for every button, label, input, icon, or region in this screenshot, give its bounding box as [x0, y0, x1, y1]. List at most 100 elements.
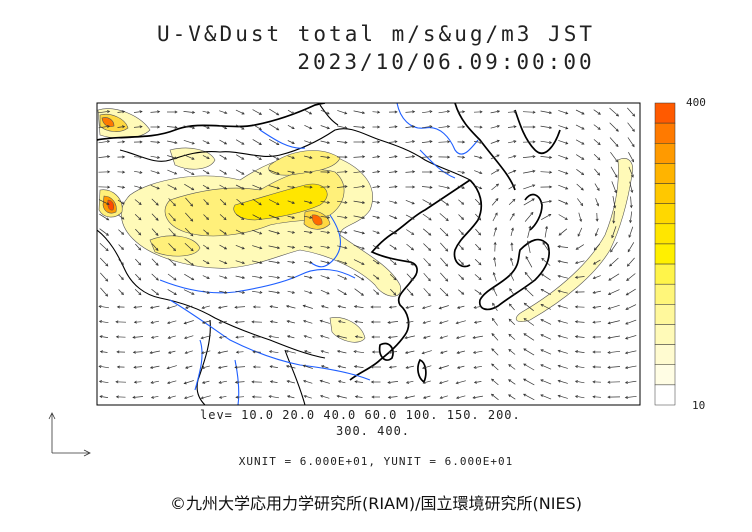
wind-arrow-head	[478, 202, 482, 206]
wind-arrow-head	[326, 276, 330, 280]
wind-arrow-head	[597, 172, 601, 176]
wind-arrow-head	[276, 171, 280, 175]
wind-arrow	[183, 289, 195, 295]
wind-arrow	[630, 196, 632, 208]
wind-arrow	[608, 335, 620, 339]
wind-arrow	[625, 396, 637, 398]
wind-arrow-head	[445, 218, 449, 222]
wind-arrow-head	[461, 277, 465, 281]
wind-arrow	[439, 305, 449, 309]
reference-vector	[48, 412, 91, 457]
wind-arrow-head	[493, 256, 497, 261]
wind-arrow	[269, 138, 279, 146]
wind-arrow	[508, 140, 516, 144]
wind-arrow	[456, 335, 466, 339]
wind-arrow	[320, 289, 330, 295]
wind-arrow	[388, 396, 398, 398]
wind-arrow-head	[574, 290, 578, 294]
wind-arrow	[219, 110, 227, 114]
wind-arrow-head	[167, 350, 172, 354]
wind-arrow-head	[564, 217, 568, 220]
wind-arrow-head	[191, 126, 196, 130]
wind-arrow-head	[106, 202, 110, 205]
wind-arrow-head	[133, 365, 137, 369]
wind-arrow	[168, 258, 176, 266]
wind-arrow-head	[206, 126, 210, 129]
wind-arrow-head	[557, 319, 561, 323]
wind-arrow	[151, 228, 159, 236]
wind-arrow	[575, 365, 585, 369]
wind-arrow	[456, 380, 466, 384]
wind-arrow-head	[302, 364, 306, 368]
wind-arrow-head	[581, 126, 585, 130]
wind-arrow-head	[523, 378, 527, 382]
wind-arrow-head	[631, 159, 634, 163]
wind-arrow-head	[508, 303, 512, 307]
wind-arrow	[592, 321, 602, 323]
wind-arrow-head	[607, 380, 611, 384]
wind-arrow	[388, 156, 398, 158]
wind-arrow	[183, 139, 195, 145]
wind-arrow	[321, 305, 329, 309]
wind-arrow-head	[362, 140, 366, 144]
wind-arrow-head	[291, 156, 295, 159]
wind-arrow-head	[291, 201, 295, 204]
wind-arrow	[202, 290, 210, 294]
wind-arrow-head	[460, 232, 464, 236]
wind-arrow	[218, 350, 228, 354]
wind-arrow	[235, 321, 245, 323]
wind-arrow-head	[540, 379, 544, 383]
wind-arrow	[304, 155, 312, 159]
wind-arrow	[304, 260, 312, 264]
wind-arrow	[558, 395, 568, 399]
wind-arrow-head	[291, 111, 295, 115]
wind-arrow	[235, 124, 245, 130]
wind-arrow	[558, 380, 568, 384]
wind-arrow	[203, 229, 209, 235]
wind-arrow	[540, 200, 552, 204]
wind-arrow	[185, 350, 193, 354]
wind-arrow	[423, 395, 431, 399]
wind-arrow	[510, 228, 514, 236]
wind-arrow	[336, 141, 348, 143]
wind-arrow	[118, 274, 124, 280]
wind-arrow	[320, 156, 330, 158]
wind-arrow	[167, 273, 177, 281]
wind-arrow-head	[116, 305, 120, 309]
wind-arrow	[269, 123, 279, 131]
wind-arrow	[372, 171, 380, 173]
wind-arrow-head	[276, 142, 280, 146]
levels-label: lev= 10.0 20.0 40.0 60.0 100. 150. 200.	[200, 408, 521, 422]
wind-arrow	[202, 305, 210, 309]
wind-arrow-head	[309, 276, 313, 279]
wind-arrow-head	[532, 125, 536, 129]
wind-arrow-head	[362, 155, 366, 159]
wind-arrow-head	[412, 110, 416, 114]
wind-arrow	[576, 154, 584, 160]
wind-arrow-head	[121, 231, 125, 235]
wind-arrow-head	[174, 187, 178, 190]
wind-arrow	[629, 211, 633, 223]
wind-arrow-head	[496, 110, 501, 113]
wind-arrow-head	[276, 216, 280, 220]
wind-arrow-head	[404, 396, 408, 400]
wind-arrow-head	[455, 336, 460, 340]
wind-arrow	[219, 260, 227, 264]
wind-arrow-head	[405, 320, 410, 324]
wind-arrow	[184, 273, 194, 281]
wind-arrow-head	[597, 126, 601, 130]
wind-arrow-head	[412, 185, 416, 189]
wind-arrow	[320, 335, 330, 339]
wind-arrow-head	[120, 247, 124, 251]
wind-arrow	[595, 228, 599, 236]
wind-arrow-head	[173, 262, 177, 266]
wind-arrow	[235, 184, 245, 190]
wind-arrow-head	[581, 141, 585, 145]
wind-arrow	[523, 184, 535, 190]
wind-arrow	[133, 126, 143, 128]
wind-arrow-head	[122, 170, 126, 174]
wind-arrow	[202, 169, 210, 175]
wind-arrow-head	[286, 320, 290, 323]
wind-arrow-head	[200, 351, 205, 355]
wind-arrow	[151, 273, 159, 281]
